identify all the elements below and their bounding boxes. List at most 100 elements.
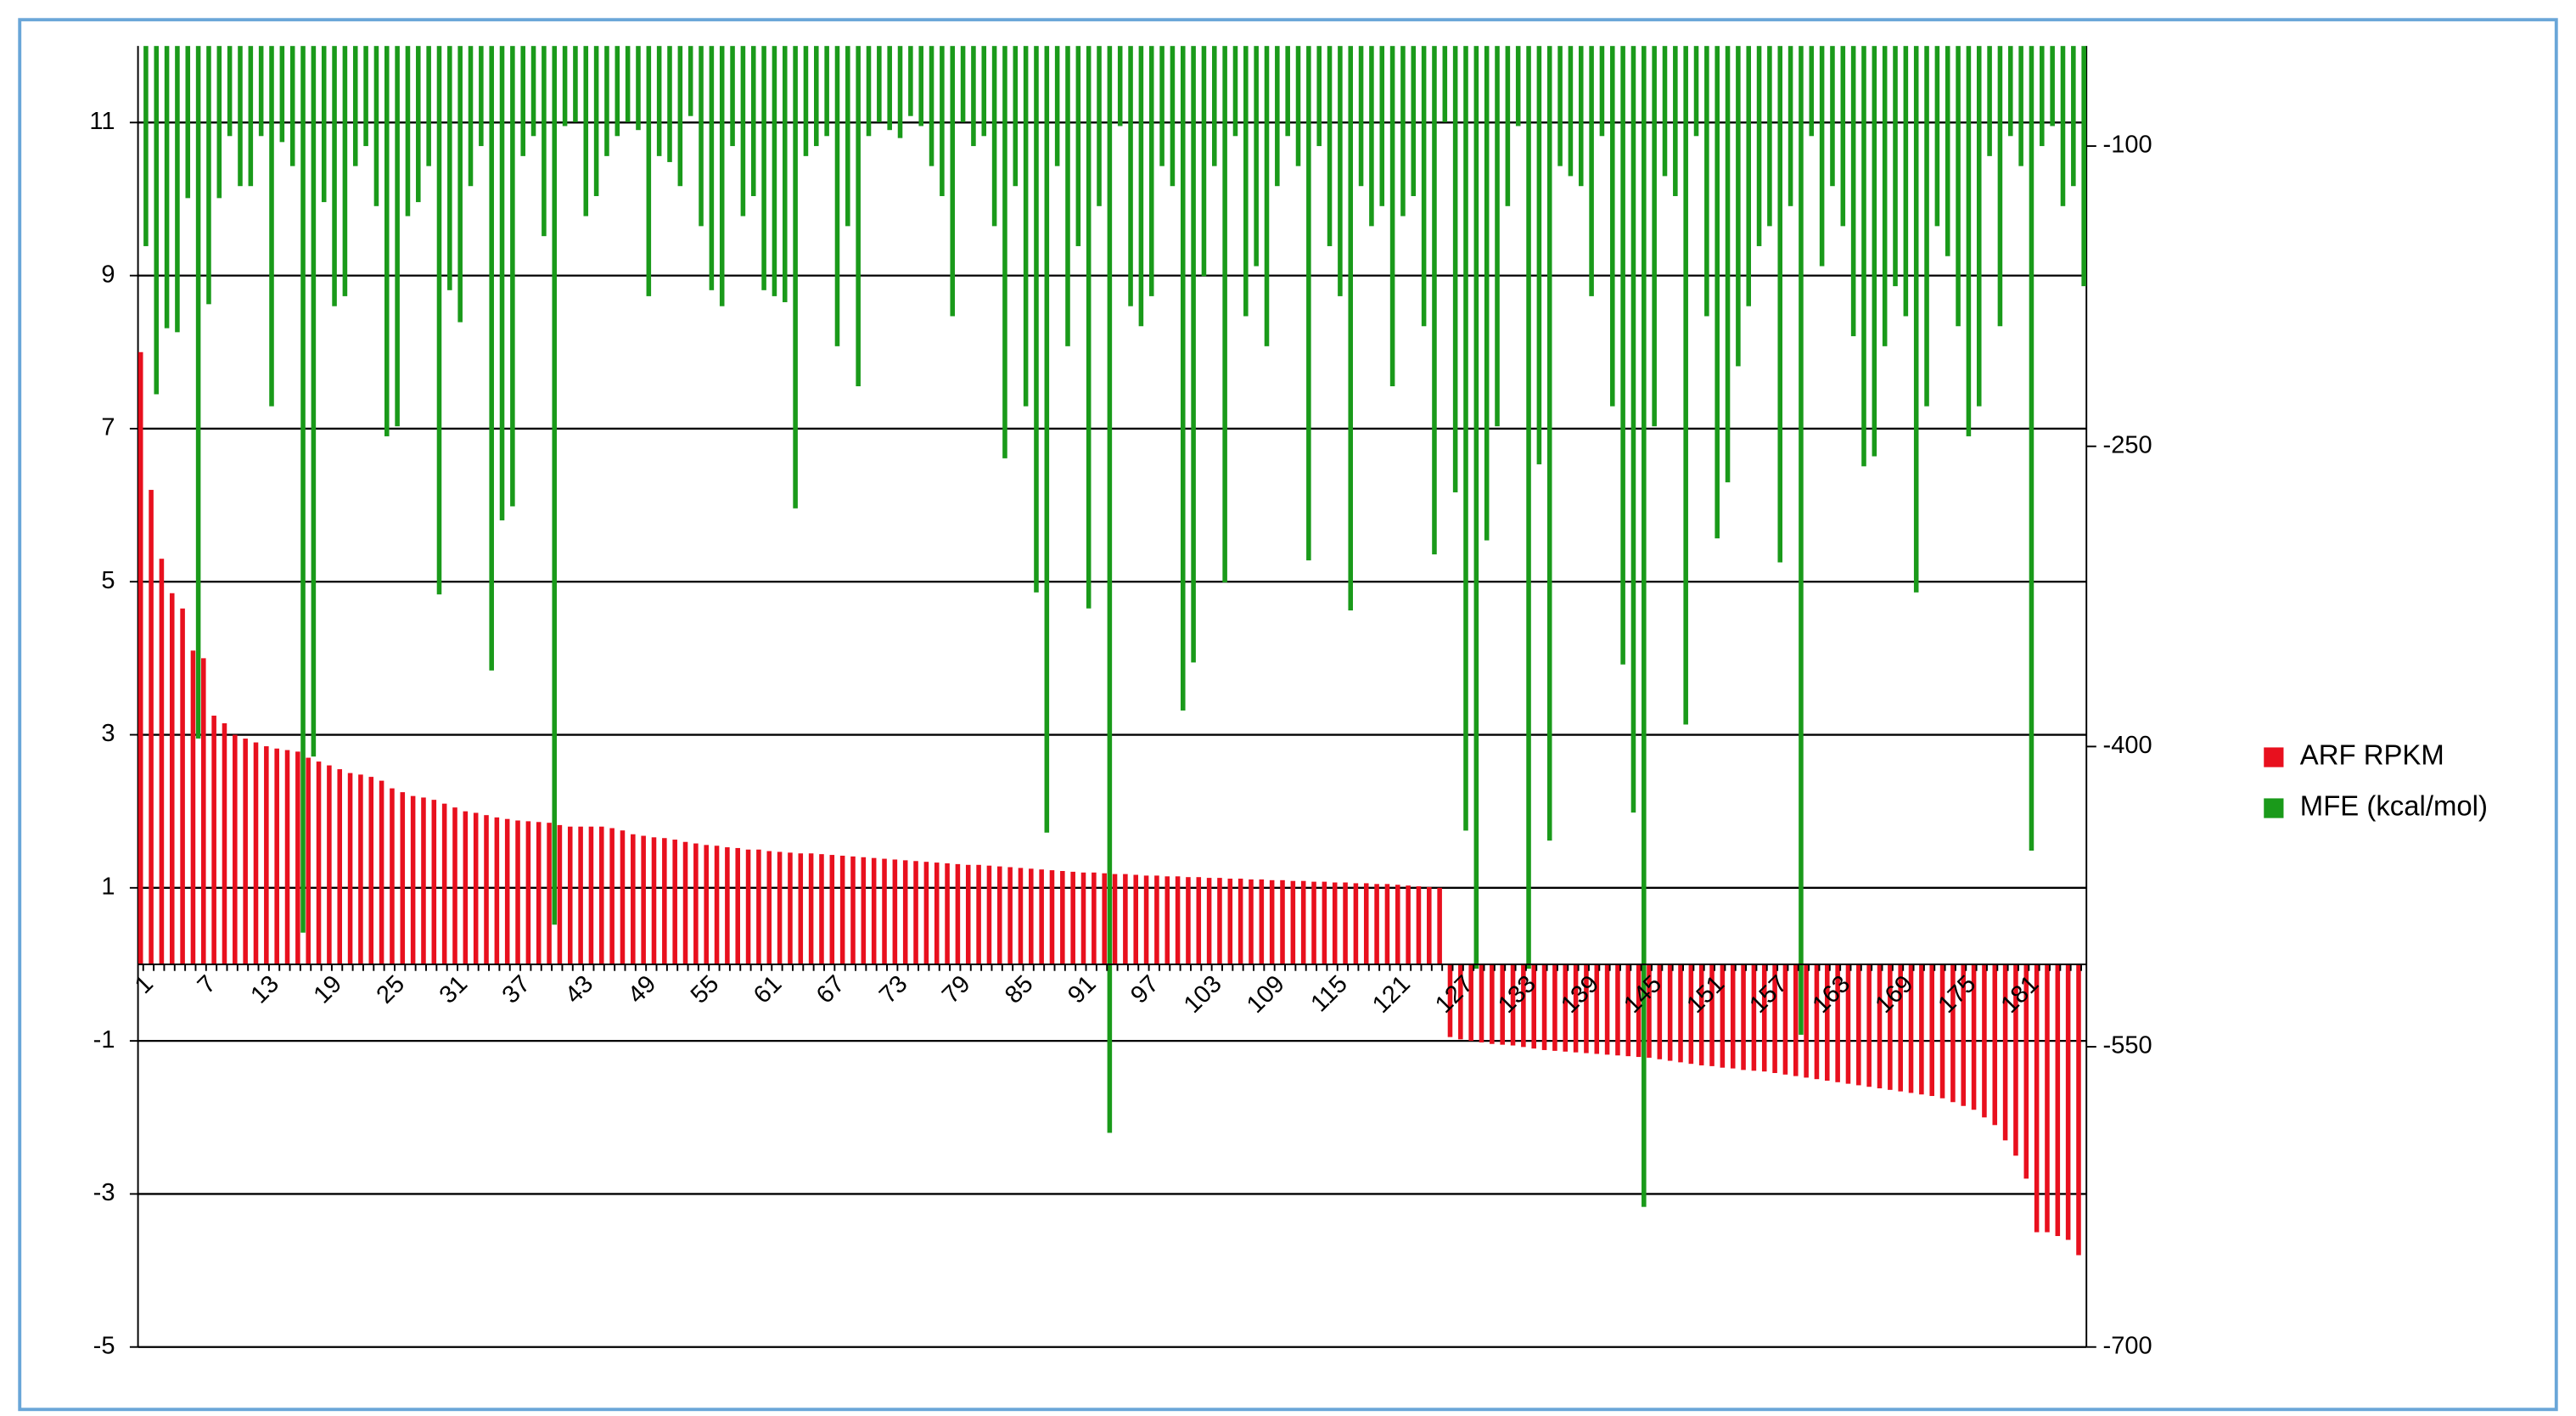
bar <box>1358 46 1364 187</box>
bar <box>1018 868 1024 964</box>
bar <box>1092 872 1097 964</box>
bar <box>1625 964 1631 1057</box>
bar <box>431 800 437 964</box>
bar <box>1254 46 1259 267</box>
bar <box>902 860 908 964</box>
bar <box>1945 46 1950 256</box>
bar <box>1468 964 1473 1042</box>
bar <box>1065 46 1070 346</box>
bar <box>583 46 589 216</box>
bar <box>441 803 447 964</box>
bar <box>897 46 903 138</box>
bar <box>1698 964 1704 1065</box>
bar <box>269 46 274 407</box>
y-tick-label: 11 <box>89 108 115 135</box>
bar <box>1610 46 1615 407</box>
bar <box>143 46 149 246</box>
bar <box>1541 964 1547 1050</box>
bar <box>211 715 216 964</box>
bar <box>1107 46 1113 1133</box>
bar <box>395 46 400 427</box>
bar <box>1138 46 1144 327</box>
bar <box>1971 964 1977 1110</box>
bar <box>1212 46 1217 166</box>
bar <box>1992 964 1998 1126</box>
y-tick-label: 3 <box>101 720 115 747</box>
bar <box>1557 46 1563 166</box>
bar <box>1463 46 1468 831</box>
bar <box>861 857 867 964</box>
bar <box>1913 46 1919 593</box>
bar <box>1473 46 1479 969</box>
bar <box>1510 964 1516 1046</box>
bar <box>1484 46 1490 541</box>
bar <box>1029 868 1034 964</box>
bar <box>1856 964 1861 1086</box>
bar <box>379 780 384 964</box>
bar <box>201 658 206 964</box>
bar <box>1154 875 1159 964</box>
bar <box>342 46 348 296</box>
bar <box>1693 46 1699 137</box>
bar <box>1311 881 1316 964</box>
bar <box>1882 46 1888 346</box>
bar <box>677 46 683 187</box>
bar <box>1369 46 1374 227</box>
bar <box>1306 46 1311 561</box>
bar <box>1447 964 1453 1037</box>
bar <box>175 46 180 333</box>
bar <box>1201 46 1207 277</box>
bar <box>730 46 735 147</box>
bar <box>766 851 772 964</box>
bar <box>405 46 411 216</box>
bar <box>1400 46 1406 216</box>
bar <box>682 841 688 964</box>
bar <box>1934 46 1940 227</box>
bar <box>777 851 783 964</box>
bar <box>1835 964 1840 1082</box>
bar <box>740 46 746 216</box>
bar <box>520 46 525 156</box>
bar <box>1777 46 1783 563</box>
bar <box>1086 46 1092 609</box>
bar <box>1374 884 1379 964</box>
bar <box>803 46 809 156</box>
bar <box>2023 964 2029 1179</box>
y2-tick-label: -100 <box>2103 132 2152 159</box>
bar <box>615 46 620 137</box>
bar <box>2055 964 2061 1237</box>
bar <box>725 847 730 964</box>
bar <box>1568 46 1574 177</box>
bar <box>892 859 898 964</box>
bar <box>473 812 479 964</box>
bar <box>1893 46 1898 287</box>
bar <box>1929 964 1934 1097</box>
bar <box>918 46 923 126</box>
bar <box>1515 46 1521 126</box>
bar <box>416 46 421 203</box>
y-tick-label: 7 <box>101 414 115 441</box>
bar <box>1667 964 1673 1061</box>
bar <box>484 815 489 964</box>
bar <box>1143 875 1149 964</box>
bar <box>222 723 227 964</box>
bar <box>1348 46 1354 611</box>
bar <box>1594 964 1600 1054</box>
bar <box>1746 46 1752 306</box>
y-tick-label: 5 <box>101 567 115 594</box>
bar <box>2013 964 2018 1156</box>
bar <box>1908 964 1914 1093</box>
bar <box>1300 880 1306 964</box>
bar <box>253 742 259 964</box>
bar <box>332 46 337 306</box>
bar <box>1604 964 1610 1055</box>
bar <box>1406 885 1411 964</box>
bar <box>782 46 788 302</box>
bar <box>1196 877 1202 964</box>
bar <box>515 820 520 964</box>
bar <box>243 739 248 964</box>
bar <box>1782 964 1788 1075</box>
bar <box>206 46 211 305</box>
bar <box>1526 46 1531 969</box>
bar <box>955 863 961 964</box>
